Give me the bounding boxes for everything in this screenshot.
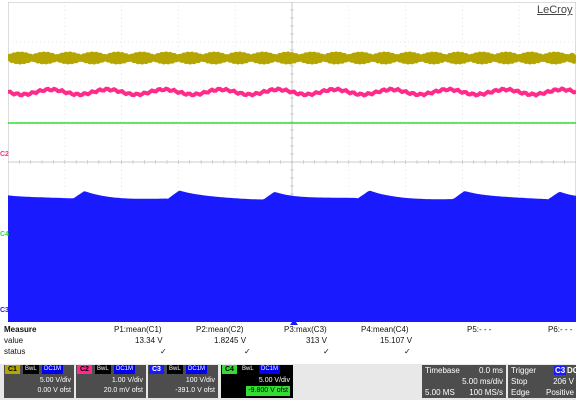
- trigger-descriptor[interactable]: Trigger C3 DC Stop 206 V Edge Positive: [508, 365, 576, 398]
- param-name-p3[interactable]: P3:max(C3): [284, 325, 327, 334]
- c4-offset: -9.800 V ofst: [246, 386, 290, 396]
- trigger-position-marker[interactable]: [290, 319, 298, 325]
- param-status-p1: ✓: [160, 347, 167, 356]
- c3-bwl-badge: BwL: [167, 365, 183, 374]
- c3-offset: -391.0 V ofst: [175, 387, 215, 394]
- waveform-c3: [8, 190, 576, 322]
- c1-vdiv: 5.00 V/div: [39, 377, 71, 384]
- c4-vdiv: 5.00 V/div: [258, 377, 290, 384]
- c2-ground-marker[interactable]: C2: [0, 151, 9, 158]
- value-label: value: [4, 336, 24, 345]
- waveform-c1: [8, 51, 576, 65]
- timebase-label: Timebase: [425, 366, 460, 375]
- param-value-p3: 313 V: [306, 336, 327, 345]
- c3-vdiv: 100 V/div: [185, 377, 215, 384]
- c4-ground-marker[interactable]: C4: [0, 231, 9, 238]
- trigger-label: Trigger: [511, 366, 537, 375]
- c3-descriptor[interactable]: C3 BwL DC1M 100 V/div -391.0 V ofst: [148, 365, 218, 398]
- measure-header: Measure: [4, 325, 37, 334]
- trigger-type: Edge: [511, 388, 530, 397]
- c2-offset: 20.0 mV ofst: [103, 387, 143, 394]
- waveform-grid[interactable]: [8, 2, 576, 322]
- c1-tag: C1: [5, 365, 20, 374]
- param-value-p4: 15.107 V: [380, 336, 413, 345]
- brand-logo: LeCroy: [535, 4, 575, 16]
- c1-coupling-badge: DC1M: [42, 365, 64, 374]
- c4-bwl-badge: BwL: [240, 365, 256, 374]
- c1-bwl-badge: BwL: [23, 365, 39, 374]
- param-status-p3: ✓: [323, 347, 330, 356]
- c2-coupling-badge: DC1M: [114, 365, 136, 374]
- c3-coupling-badge: DC1M: [186, 365, 208, 374]
- channel-info-bar: C1 BwL DC1M 5.00 V/div 0.00 V ofst C2 Bw…: [0, 364, 576, 400]
- measure-table[interactable]: Measure P1:mean(C1) P2:mean(C2) P3:max(C…: [0, 325, 576, 363]
- param-status-p4: ✓: [404, 347, 411, 356]
- c1-offset: 0.00 V ofst: [37, 387, 71, 394]
- c4-tag: C4: [222, 365, 237, 374]
- c2-descriptor[interactable]: C2 BwL DC1M 1.00 V/div 20.0 mV ofst: [76, 365, 146, 398]
- param-value-p1: 13.34 V: [135, 336, 163, 345]
- param-name-p5[interactable]: P5:- - -: [467, 325, 492, 334]
- param-name-p1[interactable]: P1:mean(C1): [114, 325, 162, 334]
- timebase-rate: 100 MS/s: [469, 388, 503, 397]
- param-name-p4[interactable]: P4:mean(C4): [361, 325, 409, 334]
- timebase-delay: 0.0 ms: [478, 366, 503, 375]
- timebase-samples: 5.00 MS: [425, 388, 455, 397]
- trigger-slope: Positive: [545, 388, 574, 397]
- c4-coupling-badge: DC1M: [259, 365, 281, 374]
- trigger-source-badge: C3: [554, 366, 567, 375]
- trigger-mode: Stop: [511, 377, 528, 386]
- trigger-level: 206 V: [553, 377, 574, 386]
- c3-ground-marker[interactable]: C3: [0, 307, 9, 314]
- timebase-descriptor[interactable]: Timebase 0.0 ms 5.00 ms/div 5.00 MS 100 …: [422, 365, 506, 398]
- c2-vdiv: 1.00 V/div: [111, 377, 143, 384]
- c2-bwl-badge: BwL: [95, 365, 111, 374]
- c1-descriptor[interactable]: C1 BwL DC1M 5.00 V/div 0.00 V ofst: [4, 365, 74, 398]
- status-label: status: [4, 347, 26, 356]
- trigger-coupling: DC: [567, 366, 576, 375]
- timebase-tdiv: 5.00 ms/div: [462, 377, 503, 386]
- param-value-p2: 1.8245 V: [214, 336, 247, 345]
- c2-tag: C2: [77, 365, 92, 374]
- waveform-c2: [8, 86, 576, 98]
- param-status-p2: ✓: [244, 347, 251, 356]
- param-name-p6[interactable]: P6:- - -: [548, 325, 573, 334]
- c4-descriptor[interactable]: C4 BwL DC1M 5.00 V/div -9.800 V ofst: [221, 365, 293, 398]
- param-name-p2[interactable]: P2:mean(C2): [196, 325, 244, 334]
- c3-tag: C3: [149, 365, 164, 374]
